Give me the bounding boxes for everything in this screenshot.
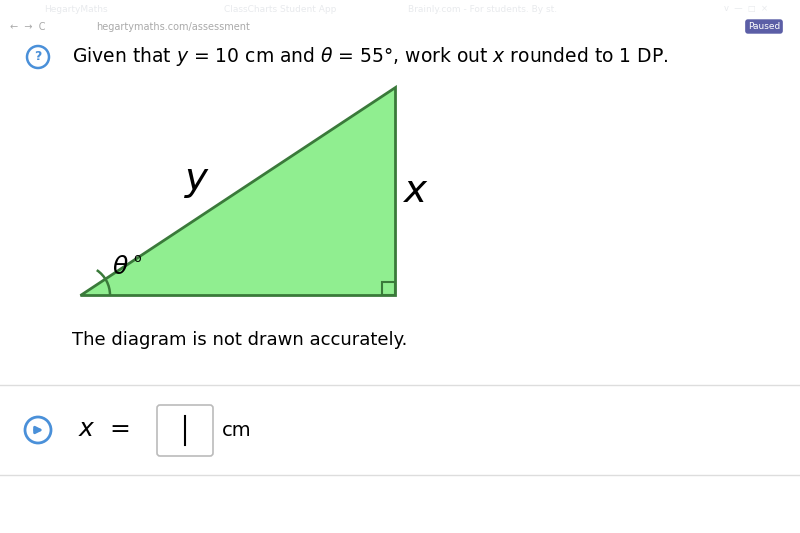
Text: ?: ?: [34, 51, 42, 63]
Text: ←  →  C: ← → C: [10, 21, 45, 31]
Text: v  —  □  ×: v — □ ×: [724, 4, 768, 13]
Polygon shape: [80, 87, 395, 295]
Text: hegartymaths.com/assessment: hegartymaths.com/assessment: [96, 21, 250, 31]
Text: cm: cm: [222, 421, 252, 440]
Text: HegartyMaths: HegartyMaths: [44, 4, 108, 13]
Text: Paused: Paused: [748, 22, 780, 31]
Text: $\theta$: $\theta$: [111, 255, 129, 279]
Text: $y$: $y$: [184, 163, 210, 199]
Text: Brainly.com - For students. By st.: Brainly.com - For students. By st.: [408, 4, 557, 13]
Text: The diagram is not drawn accurately.: The diagram is not drawn accurately.: [72, 331, 407, 349]
Text: $x$: $x$: [402, 173, 428, 209]
Text: ClassCharts Student App: ClassCharts Student App: [224, 4, 336, 13]
Text: $x$  =: $x$ =: [78, 418, 130, 441]
Text: Given that $y$ = 10 cm and $\theta$ = 55°, work out $x$ rounded to 1 DP.: Given that $y$ = 10 cm and $\theta$ = 55…: [72, 45, 669, 69]
FancyBboxPatch shape: [157, 405, 213, 456]
Text: o: o: [133, 253, 141, 265]
